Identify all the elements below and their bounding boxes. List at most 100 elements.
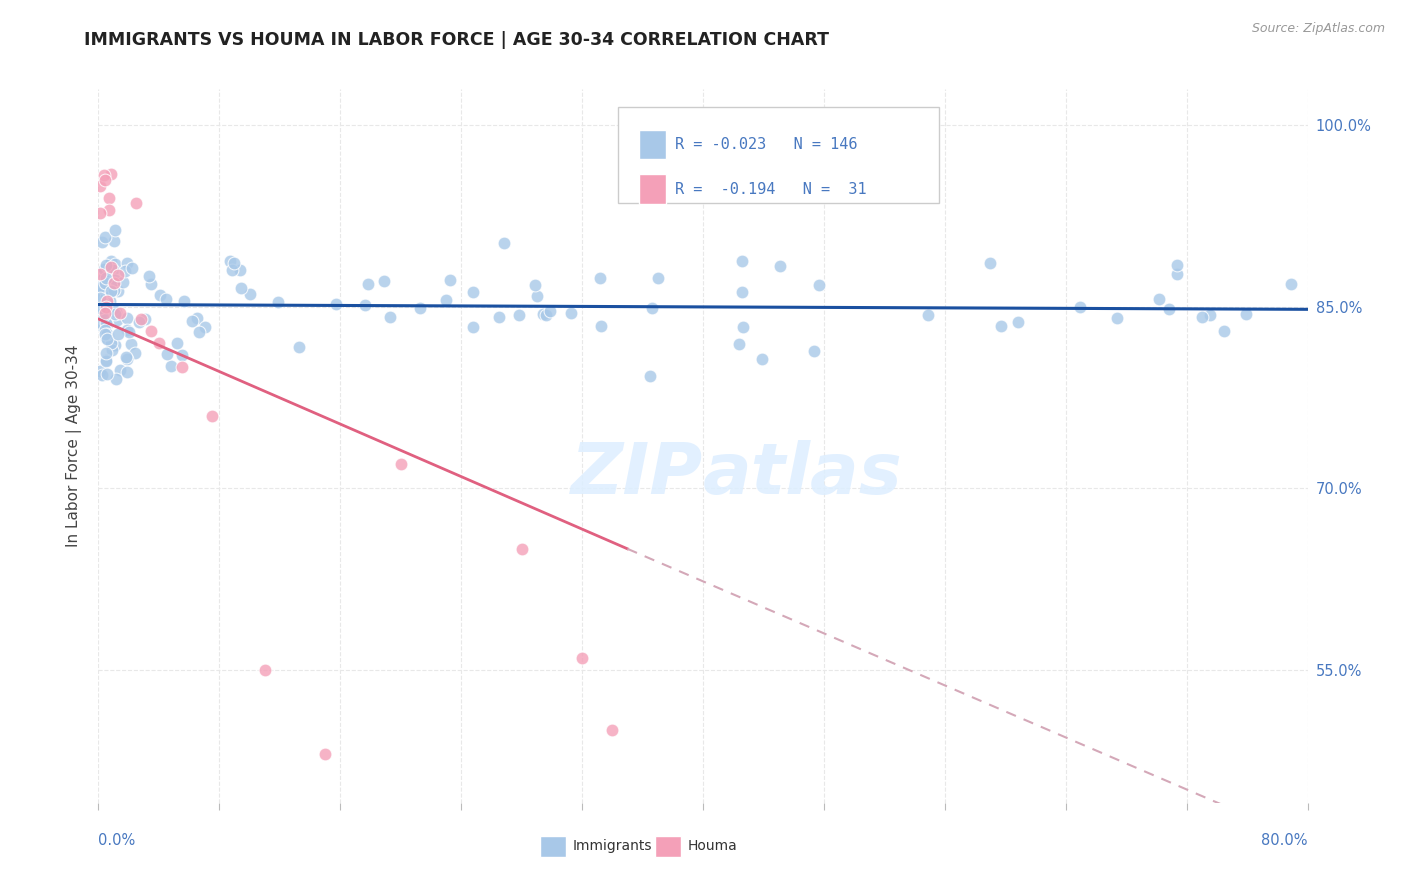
Point: [94, 230, 117, 244]
Point: [353, 298, 375, 312]
Point: [1279, 277, 1302, 291]
Point: [219, 253, 242, 268]
Point: [222, 255, 245, 269]
Point: [117, 310, 139, 325]
Point: [104, 257, 127, 271]
Point: [524, 278, 547, 293]
Point: [93, 173, 115, 187]
Point: [101, 302, 124, 317]
Point: [98, 294, 121, 309]
Point: [728, 336, 751, 351]
Point: [100, 260, 122, 274]
Point: [104, 307, 127, 321]
Point: [1166, 268, 1188, 282]
Point: [104, 338, 127, 352]
Point: [96, 317, 118, 331]
Text: atlas: atlas: [703, 440, 903, 509]
Text: ZIP: ZIP: [571, 440, 703, 509]
Point: [90, 307, 112, 321]
Point: [228, 263, 250, 277]
Point: [148, 336, 170, 351]
Point: [1166, 258, 1188, 272]
Point: [89, 364, 111, 378]
Text: R = -0.023   N = 146: R = -0.023 N = 146: [675, 137, 858, 152]
Point: [93, 308, 115, 322]
Point: [267, 294, 290, 309]
Point: [1159, 302, 1181, 317]
Point: [104, 273, 127, 287]
Text: Immigrants: Immigrants: [572, 839, 652, 854]
Text: 0.0%: 0.0%: [98, 833, 135, 848]
Point: [100, 336, 122, 351]
Point: [181, 314, 204, 328]
Point: [170, 360, 193, 375]
Point: [531, 307, 554, 321]
Point: [751, 351, 773, 366]
Point: [94, 300, 117, 314]
Text: IMMIGRANTS VS HOUMA IN LABOR FORCE | AGE 30-34 CORRELATION CHART: IMMIGRANTS VS HOUMA IN LABOR FORCE | AGE…: [84, 31, 830, 49]
Point: [731, 319, 754, 334]
Point: [170, 348, 193, 362]
Point: [91, 319, 114, 334]
Point: [96, 269, 118, 284]
Point: [89, 178, 111, 193]
Point: [536, 308, 558, 322]
Point: [103, 234, 125, 248]
Point: [97, 191, 120, 205]
Point: [94, 321, 117, 335]
Point: [408, 301, 430, 315]
Point: [115, 351, 138, 366]
Point: [602, 723, 624, 738]
Point: [94, 277, 117, 291]
Point: [103, 263, 125, 277]
Point: [229, 281, 252, 295]
Point: [93, 297, 115, 311]
Point: [100, 167, 122, 181]
Point: [89, 287, 111, 301]
Point: [640, 301, 662, 315]
Point: [91, 300, 114, 314]
Point: [647, 270, 669, 285]
Point: [89, 268, 111, 282]
Point: [141, 324, 163, 338]
Point: [434, 293, 457, 307]
Point: [120, 336, 142, 351]
Point: [357, 277, 380, 292]
Point: [508, 308, 530, 322]
Point: [253, 663, 276, 677]
Point: [461, 320, 484, 334]
Point: [96, 274, 118, 288]
Point: [731, 254, 754, 268]
Point: [108, 306, 131, 320]
Point: [917, 308, 939, 322]
Point: [94, 345, 117, 359]
Bar: [638, 174, 665, 204]
Point: [97, 203, 120, 218]
Point: [100, 253, 122, 268]
Point: [96, 332, 118, 346]
Point: [101, 343, 124, 357]
Point: [90, 280, 112, 294]
Point: [96, 293, 118, 308]
Point: [1149, 293, 1171, 307]
Point: [94, 327, 117, 342]
Text: Source: ZipAtlas.com: Source: ZipAtlas.com: [1251, 22, 1385, 36]
Point: [93, 168, 115, 182]
Point: [96, 353, 118, 368]
Point: [94, 354, 117, 368]
Point: [121, 260, 143, 275]
Point: [526, 289, 548, 303]
Point: [488, 310, 510, 325]
Point: [149, 288, 172, 302]
Point: [105, 313, 128, 327]
Point: [97, 328, 120, 343]
Point: [239, 287, 262, 301]
Point: [389, 457, 412, 471]
Point: [97, 258, 120, 272]
Point: [288, 340, 311, 354]
Text: Houma: Houma: [688, 839, 737, 854]
Point: [159, 359, 181, 373]
Point: [439, 273, 461, 287]
Point: [373, 274, 395, 288]
Point: [156, 346, 179, 360]
